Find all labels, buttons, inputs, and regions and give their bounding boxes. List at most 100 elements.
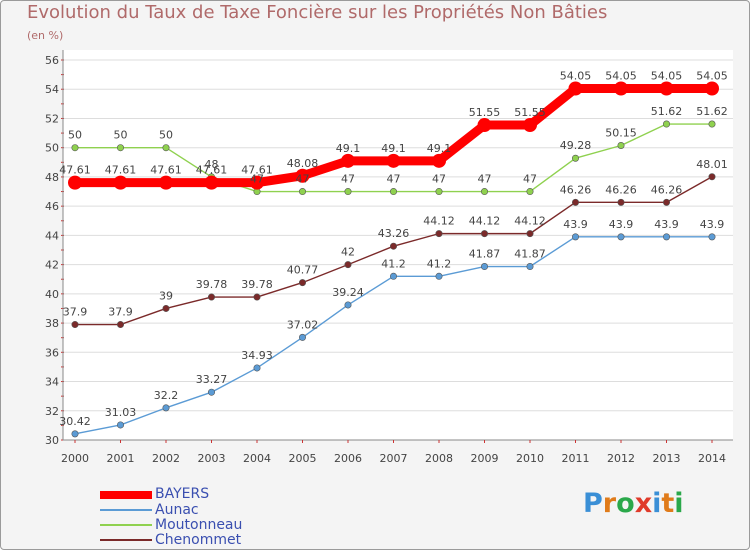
data-point-bayers [159, 175, 173, 190]
data-label-chenommet: 39.78 [241, 278, 273, 291]
data-label-moutonneau: 47 [250, 173, 264, 186]
data-label-aunac: 43.9 [609, 218, 634, 231]
data-point-aunac [571, 233, 579, 241]
proxiti-logo: Proxiti [583, 488, 684, 519]
data-point-chenommet [571, 198, 579, 206]
legend-swatch-aunac [100, 509, 152, 511]
data-label-bayers: 49.1 [336, 142, 361, 155]
data-point-aunac [617, 233, 625, 241]
data-label-moutonneau: 50 [68, 129, 82, 142]
legend-label-moutonneau: Moutonneau [155, 517, 243, 533]
data-point-moutonneau [71, 144, 79, 152]
data-point-moutonneau [571, 154, 579, 162]
data-point-chenommet [435, 230, 443, 238]
data-label-aunac: 43.9 [654, 218, 679, 231]
data-label-bayers: 54.05 [605, 70, 637, 83]
data-label-bayers: 47.61 [150, 164, 182, 177]
logo-letter: i [652, 488, 662, 519]
data-label-aunac: 41.87 [514, 248, 546, 261]
data-label-aunac: 30.42 [59, 415, 91, 428]
data-point-bayers [705, 81, 719, 96]
data-label-chenommet: 40.77 [287, 264, 319, 277]
data-label-bayers: 48.08 [287, 157, 319, 170]
data-point-aunac [71, 430, 79, 438]
x-tick-label: 2005 [289, 452, 317, 465]
x-tick-label: 2003 [198, 452, 226, 465]
data-point-aunac [253, 364, 261, 372]
data-point-chenommet [162, 304, 170, 312]
data-label-aunac: 43.9 [700, 218, 725, 231]
data-label-bayers: 54.05 [696, 70, 728, 83]
data-point-aunac [389, 272, 397, 280]
y-tick-label: 54 [45, 83, 59, 96]
data-point-bayers [568, 81, 583, 96]
data-point-chenommet [662, 198, 670, 206]
x-tick-label: 2013 [653, 452, 681, 465]
data-label-moutonneau: 50 [159, 129, 173, 142]
logo-letter: i [674, 488, 684, 519]
x-tick-label: 2014 [698, 452, 726, 465]
legend-label-chenommet: Chenommet [155, 532, 242, 548]
y-tick-label: 36 [45, 346, 59, 359]
data-label-chenommet: 37.9 [63, 306, 88, 319]
data-label-chenommet: 46.26 [560, 183, 592, 196]
data-label-moutonneau: 47 [432, 173, 446, 186]
data-point-bayers [250, 175, 264, 190]
data-point-aunac [344, 301, 352, 309]
data-label-aunac: 39.24 [332, 286, 364, 299]
data-point-chenommet [389, 242, 397, 250]
data-point-chenommet [526, 230, 534, 238]
y-tick-label: 32 [45, 405, 59, 418]
data-point-moutonneau [662, 120, 670, 128]
data-label-moutonneau: 51.62 [696, 105, 728, 118]
data-point-bayers [341, 153, 355, 168]
data-label-bayers: 49.1 [427, 142, 452, 155]
data-point-chenommet [480, 230, 488, 238]
data-point-moutonneau [435, 188, 443, 196]
data-point-aunac [662, 233, 670, 241]
data-point-aunac [208, 388, 216, 396]
data-label-chenommet: 48.01 [696, 158, 728, 171]
y-tick-label: 52 [45, 112, 59, 125]
y-tick-label: 40 [45, 288, 59, 301]
data-point-moutonneau [298, 188, 306, 196]
data-label-moutonneau: 47 [478, 173, 492, 186]
data-label-bayers: 54.05 [560, 70, 592, 83]
data-label-moutonneau: 49.28 [560, 139, 592, 152]
data-label-bayers: 49.1 [381, 142, 406, 155]
data-point-chenommet [71, 321, 79, 329]
data-point-moutonneau [117, 144, 125, 152]
data-label-aunac: 41.2 [381, 257, 406, 270]
data-label-aunac: 41.87 [469, 248, 501, 261]
data-point-chenommet [344, 261, 352, 269]
data-point-aunac [526, 263, 534, 271]
data-point-moutonneau [344, 188, 352, 196]
data-point-chenommet [708, 173, 716, 181]
data-point-moutonneau [526, 188, 534, 196]
data-point-chenommet [208, 293, 216, 301]
y-tick-label: 44 [45, 229, 59, 242]
data-label-bayers: 54.05 [651, 70, 683, 83]
y-tick-label: 34 [45, 376, 59, 389]
y-tick-label: 30 [45, 434, 59, 447]
data-label-bayers: 47.61 [105, 164, 137, 177]
data-point-chenommet [117, 321, 125, 329]
y-tick-label: 46 [45, 200, 59, 213]
data-point-aunac [708, 233, 716, 241]
data-point-moutonneau [617, 142, 625, 150]
chart-subtitle: (en %) [27, 29, 64, 42]
x-tick-label: 2011 [562, 452, 590, 465]
data-point-bayers [523, 118, 537, 133]
data-label-bayers: 51.55 [469, 106, 501, 119]
data-point-bayers [614, 81, 628, 96]
data-label-aunac: 32.2 [154, 389, 179, 402]
data-label-chenommet: 44.12 [514, 215, 546, 228]
data-label-chenommet: 44.12 [469, 215, 501, 228]
data-label-chenommet: 46.26 [605, 183, 637, 196]
x-tick-label: 2000 [61, 452, 89, 465]
data-label-bayers: 51.55 [514, 106, 546, 119]
x-tick-label: 2001 [107, 452, 135, 465]
data-point-chenommet [298, 279, 306, 287]
data-point-bayers [68, 175, 82, 190]
